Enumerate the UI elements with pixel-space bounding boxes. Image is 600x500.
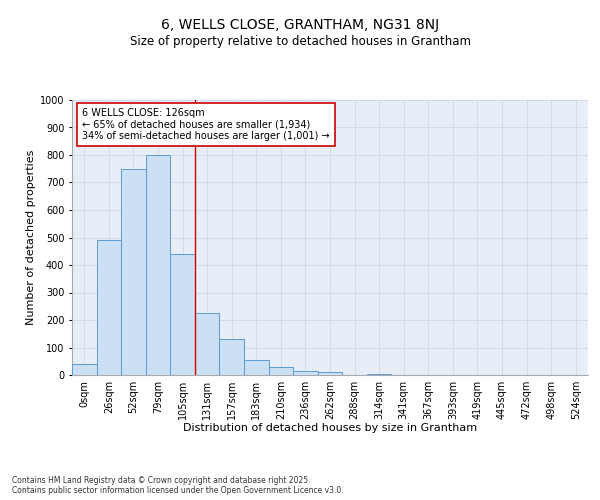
Bar [146,155,170,375]
Y-axis label: Number of detached properties: Number of detached properties [26,150,35,325]
Bar [97,240,121,375]
Text: Contains HM Land Registry data © Crown copyright and database right 2025.
Contai: Contains HM Land Registry data © Crown c… [12,476,344,495]
Bar [195,313,220,375]
Bar [318,372,342,375]
Bar [121,169,146,375]
Bar [170,254,195,375]
Bar [72,364,97,375]
Bar [367,374,391,375]
Bar [269,368,293,375]
Text: 6, WELLS CLOSE, GRANTHAM, NG31 8NJ: 6, WELLS CLOSE, GRANTHAM, NG31 8NJ [161,18,439,32]
Text: 6 WELLS CLOSE: 126sqm
← 65% of detached houses are smaller (1,934)
34% of semi-d: 6 WELLS CLOSE: 126sqm ← 65% of detached … [82,108,330,142]
X-axis label: Distribution of detached houses by size in Grantham: Distribution of detached houses by size … [183,424,477,434]
Bar [220,339,244,375]
Text: Size of property relative to detached houses in Grantham: Size of property relative to detached ho… [130,35,470,48]
Bar [244,360,269,375]
Bar [293,371,318,375]
